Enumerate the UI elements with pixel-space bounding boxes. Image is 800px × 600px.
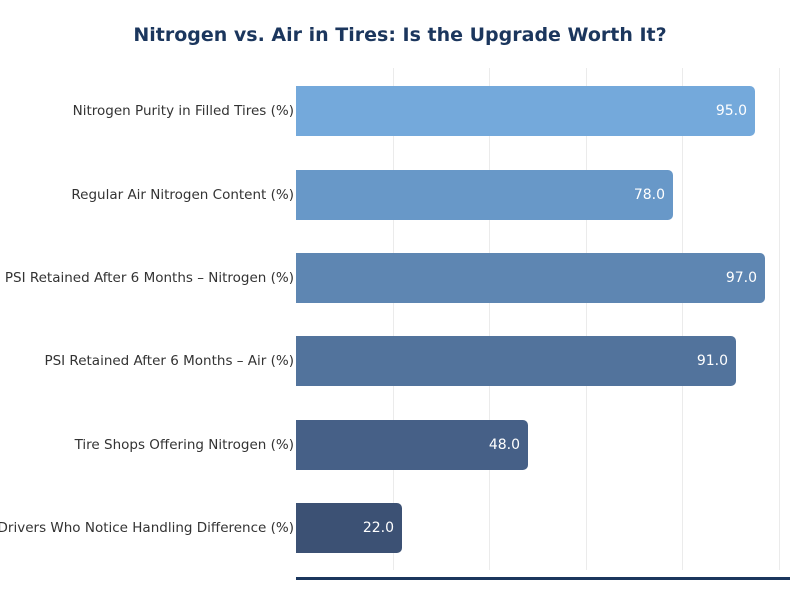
bar-value-label: 95.0 — [715, 103, 747, 119]
bar-value-label: 22.0 — [362, 520, 394, 536]
gridline — [682, 68, 683, 570]
bar: 95.0 — [296, 86, 755, 136]
bar: 78.0 — [296, 170, 673, 220]
gridline — [489, 68, 490, 570]
gridline — [586, 68, 587, 570]
category-label: PSI Retained After 6 Months – Nitrogen (… — [4, 270, 294, 286]
chart-title: Nitrogen vs. Air in Tires: Is the Upgrad… — [133, 24, 667, 46]
plot-area: 95.0 78.0 97.0 91.0 48.0 22.0 — [296, 68, 790, 570]
bar-value-label: 48.0 — [488, 437, 520, 453]
category-label: Regular Air Nitrogen Content (%) — [71, 187, 294, 203]
gridline — [779, 68, 780, 570]
category-label: Drivers Who Notice Handling Difference (… — [0, 520, 294, 536]
bar: 91.0 — [296, 336, 736, 386]
category-label: PSI Retained After 6 Months – Air (%) — [44, 353, 294, 369]
bar: 22.0 — [296, 503, 402, 553]
gridline — [393, 68, 394, 570]
x-axis-line — [296, 577, 790, 580]
bar: 48.0 — [296, 420, 528, 470]
bar-value-label: 97.0 — [725, 270, 757, 286]
bar-value-label: 91.0 — [696, 353, 728, 369]
category-label: Nitrogen Purity in Filled Tires (%) — [72, 103, 294, 119]
bar: 97.0 — [296, 253, 765, 303]
category-label: Tire Shops Offering Nitrogen (%) — [74, 437, 294, 453]
bar-value-label: 78.0 — [633, 187, 665, 203]
